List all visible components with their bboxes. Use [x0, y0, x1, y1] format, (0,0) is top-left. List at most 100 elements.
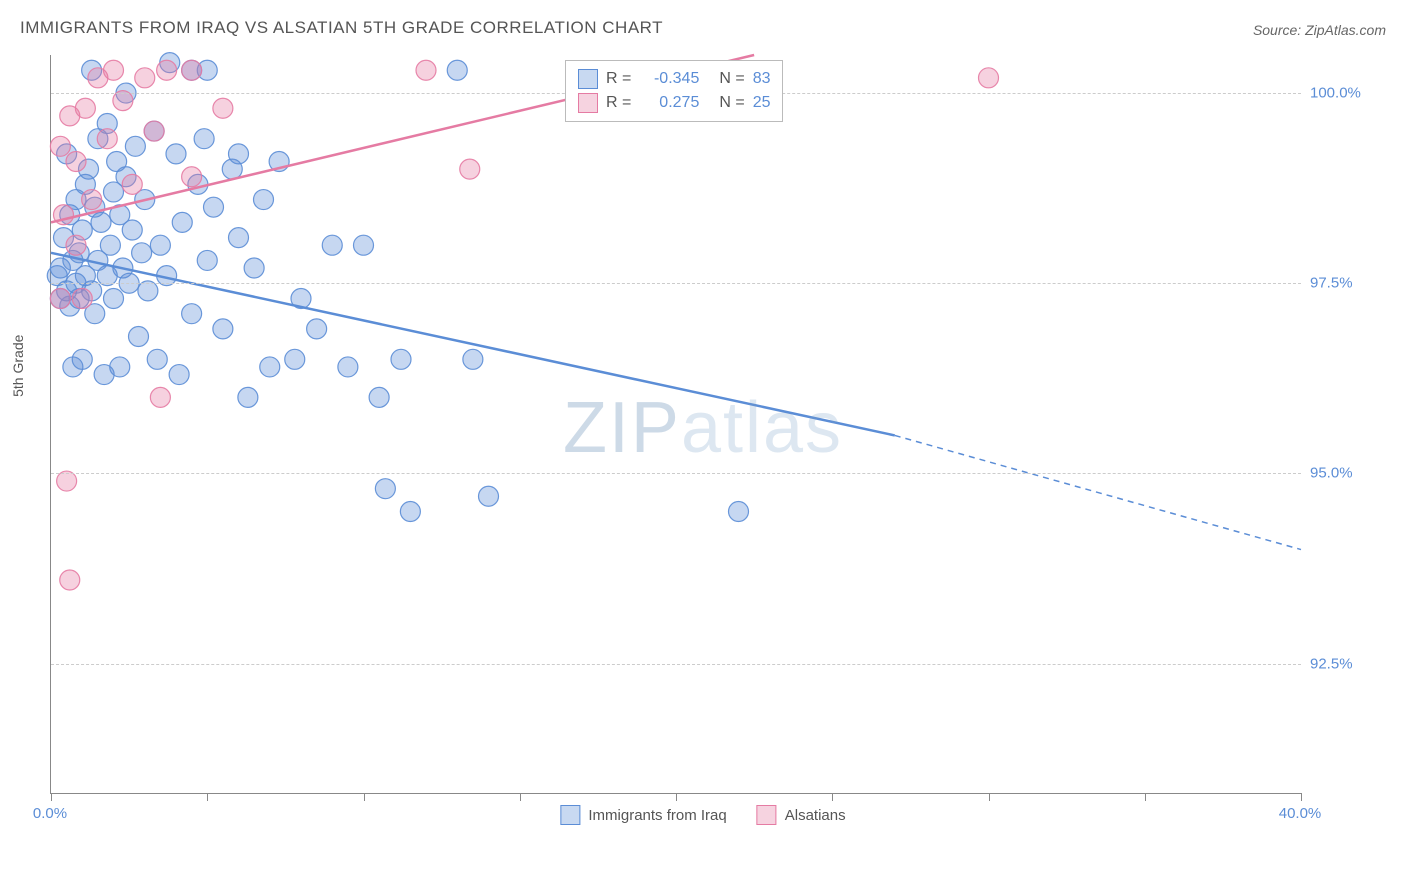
scatter-point [157, 60, 177, 80]
legend-r-value: 0.275 [639, 94, 699, 112]
scatter-point [213, 319, 233, 339]
bottom-legend: Immigrants from Iraq Alsatians [560, 805, 845, 825]
scatter-point [182, 60, 202, 80]
scatter-point [194, 129, 214, 149]
x-tick-label: 40.0% [1279, 805, 1322, 822]
chart-title: IMMIGRANTS FROM IRAQ VS ALSATIAN 5TH GRA… [20, 18, 663, 38]
scatter-point [60, 570, 80, 590]
scatter-point [135, 68, 155, 88]
legend-n-label: N = [719, 94, 744, 112]
scatter-point [150, 387, 170, 407]
chart-svg [51, 55, 1301, 793]
scatter-point [122, 174, 142, 194]
scatter-point [122, 220, 142, 240]
scatter-point [182, 304, 202, 324]
scatter-point [72, 288, 92, 308]
regression-line [51, 253, 895, 436]
scatter-point [307, 319, 327, 339]
chart-container: IMMIGRANTS FROM IRAQ VS ALSATIAN 5TH GRA… [0, 0, 1406, 892]
stats-legend: R = -0.345 N = 83 R = 0.275 N = 25 [565, 60, 783, 122]
scatter-point [463, 349, 483, 369]
regression-line-extrapolated [895, 435, 1301, 549]
legend-n-label: N = [719, 70, 744, 88]
legend-r-value: -0.345 [639, 70, 699, 88]
legend-swatch [578, 93, 598, 113]
y-tick-label: 92.5% [1310, 655, 1353, 672]
scatter-point [979, 68, 999, 88]
scatter-point [75, 98, 95, 118]
scatter-point [285, 349, 305, 369]
scatter-point [460, 159, 480, 179]
x-tick [520, 793, 521, 801]
scatter-point [150, 235, 170, 255]
scatter-point [100, 235, 120, 255]
scatter-point [213, 98, 233, 118]
legend-r-label: R = [606, 94, 631, 112]
scatter-point [72, 349, 92, 369]
scatter-point [375, 479, 395, 499]
bottom-legend-label: Immigrants from Iraq [588, 807, 726, 824]
bottom-legend-item: Alsatians [757, 805, 846, 825]
scatter-point [97, 129, 117, 149]
y-tick-label: 97.5% [1310, 275, 1353, 292]
scatter-point [182, 167, 202, 187]
scatter-point [254, 190, 274, 210]
scatter-point [447, 60, 467, 80]
scatter-point [400, 501, 420, 521]
scatter-point [416, 60, 436, 80]
scatter-point [50, 288, 70, 308]
x-tick [1301, 793, 1302, 801]
legend-swatch [578, 69, 598, 89]
scatter-point [229, 228, 249, 248]
scatter-point [391, 349, 411, 369]
scatter-point [166, 144, 186, 164]
x-tick [207, 793, 208, 801]
scatter-point [229, 144, 249, 164]
legend-n-value: 25 [753, 94, 771, 112]
scatter-point [82, 190, 102, 210]
legend-swatch [560, 805, 580, 825]
scatter-point [369, 387, 389, 407]
scatter-point [260, 357, 280, 377]
gridline-h [51, 283, 1301, 284]
scatter-point [104, 60, 124, 80]
bottom-legend-label: Alsatians [785, 807, 846, 824]
x-tick [51, 793, 52, 801]
scatter-point [132, 243, 152, 263]
scatter-point [104, 288, 124, 308]
scatter-point [204, 197, 224, 217]
scatter-point [322, 235, 342, 255]
scatter-point [110, 357, 130, 377]
scatter-point [91, 212, 111, 232]
scatter-point [129, 327, 149, 347]
legend-n-value: 83 [753, 70, 771, 88]
y-tick-label: 100.0% [1310, 85, 1361, 102]
x-tick [1145, 793, 1146, 801]
scatter-point [147, 349, 167, 369]
scatter-point [50, 136, 70, 156]
source-label: Source: ZipAtlas.com [1253, 22, 1386, 38]
scatter-point [729, 501, 749, 521]
scatter-point [238, 387, 258, 407]
scatter-point [244, 258, 264, 278]
scatter-point [172, 212, 192, 232]
plot-area [50, 55, 1301, 794]
legend-swatch [757, 805, 777, 825]
scatter-point [144, 121, 164, 141]
gridline-h [51, 664, 1301, 665]
x-tick-label: 0.0% [33, 805, 67, 822]
bottom-legend-item: Immigrants from Iraq [560, 805, 726, 825]
x-tick [989, 793, 990, 801]
y-tick-label: 95.0% [1310, 465, 1353, 482]
stats-legend-row: R = 0.275 N = 25 [578, 91, 770, 115]
x-tick [676, 793, 677, 801]
x-tick [832, 793, 833, 801]
scatter-point [479, 486, 499, 506]
scatter-point [169, 365, 189, 385]
y-axis-label: 5th Grade [10, 335, 26, 397]
legend-r-label: R = [606, 70, 631, 88]
scatter-point [354, 235, 374, 255]
scatter-point [66, 152, 86, 172]
scatter-point [66, 235, 86, 255]
scatter-point [197, 250, 217, 270]
